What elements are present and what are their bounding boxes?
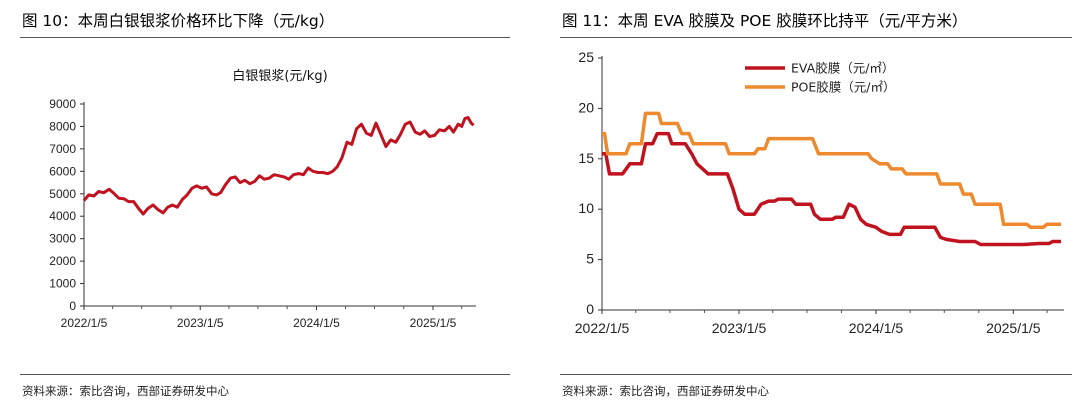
- x-tick-label: 2025/1/5: [986, 320, 1041, 336]
- y-tick-label: 15: [578, 150, 594, 166]
- x-tick-label: 2023/1/5: [712, 320, 767, 336]
- y-tick-label: 0: [69, 299, 76, 313]
- x-tick-label: 2025/1/5: [410, 316, 457, 330]
- film-price-chart: 0 5 10 15 20 25 2022/1/5 2023/1/5 2024/1/5 2025/1…: [575, 49, 1064, 336]
- y-tick-label: 5: [586, 251, 594, 267]
- figure-11-bottom-rule: [560, 374, 1072, 375]
- y-tick-label: 8000: [49, 119, 76, 133]
- figure-10-panel: 图 10：本周白银银浆价格环比下降（元/kg） 白银银浆(元/kg) 0 1000 2…: [0, 0, 520, 408]
- series-line-1: [602, 131, 1061, 247]
- x-tick-label: 2024/1/5: [293, 316, 340, 330]
- y-tick-label: 6000: [49, 164, 76, 178]
- x-tick-label: 2023/1/5: [177, 316, 224, 330]
- y-tick-label: 5000: [49, 187, 76, 201]
- x-tick-label: 2022/1/5: [61, 316, 108, 330]
- x-tick-label: 2022/1/5: [575, 320, 630, 336]
- legend-label: POE胶膜（元/㎡）: [791, 80, 896, 95]
- y-tick-label: 9000: [49, 97, 76, 111]
- y-tick-label: 0: [586, 301, 594, 317]
- figure-10-title: 图 10：本周白银银浆价格环比下降（元/kg）: [22, 12, 335, 30]
- y-tick-label: 2000: [49, 254, 76, 268]
- figure-10-source: 资料来源：索比咨询，西部证券研发中心: [22, 384, 229, 398]
- figure-11-title: 图 11：本周 EVA 胶膜及 POE 胶膜环比持平（元/平方米）: [562, 12, 968, 30]
- figure-11-panel: 图 11：本周 EVA 胶膜及 POE 胶膜环比持平（元/平方米） 0 5 10 15…: [540, 0, 1080, 408]
- y-tick-label: 4000: [49, 209, 76, 223]
- figure-10-top-rule: [20, 37, 510, 38]
- figure-10-bottom-rule: [20, 374, 510, 375]
- y-tick-label: 20: [578, 99, 594, 115]
- y-tick-label: 25: [578, 49, 594, 65]
- y-tick-label: 10: [578, 200, 594, 216]
- series-line-1: [82, 116, 475, 216]
- y-tick-label: 3000: [49, 232, 76, 246]
- chart-title: 白银银浆(元/kg): [232, 68, 327, 84]
- series-line-2: [602, 111, 1061, 230]
- figure-11-source: 资料来源：索比咨询，西部证券研发中心: [562, 384, 769, 398]
- y-tick-label: 1000: [49, 277, 76, 291]
- silver-paste-chart: 白银银浆(元/kg) 0 1000 2000 3000 4000 5000 6000 7000 8…: [49, 68, 476, 330]
- legend-label: EVA胶膜（元/㎡）: [791, 61, 894, 76]
- figure-11-top-rule: [560, 37, 1072, 38]
- x-tick-label: 2024/1/5: [849, 320, 904, 336]
- y-tick-label: 7000: [49, 142, 76, 156]
